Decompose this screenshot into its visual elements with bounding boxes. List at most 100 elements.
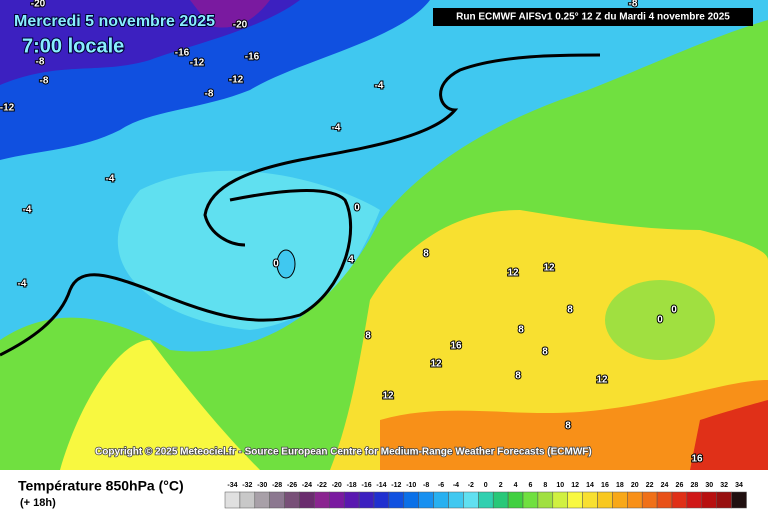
scale-label: 30 — [705, 482, 713, 489]
contour-label: 0 — [354, 203, 360, 214]
scale-label: -30 — [257, 482, 267, 489]
run-info: Run ECMWF AIFSv1 0.25° 12 Z du Mardi 4 n… — [456, 12, 730, 23]
contour-label: -4 — [332, 123, 341, 134]
scale-swatch — [448, 491, 464, 509]
green-region — [605, 280, 715, 360]
scale-swatch — [314, 491, 330, 509]
scale-swatch — [358, 491, 375, 509]
scale-label: 4 — [514, 482, 518, 489]
contour-label: 12 — [430, 359, 442, 370]
contour-label: -8 — [629, 0, 638, 10]
contour-label: 8 — [423, 249, 429, 260]
scale-label: 16 — [601, 482, 609, 489]
scale-label: -28 — [272, 482, 282, 489]
scale-swatch — [567, 491, 583, 509]
scale-label: -10 — [406, 482, 416, 489]
contour-label: 16 — [450, 341, 462, 352]
scale-swatch — [597, 491, 613, 509]
scale-swatch — [299, 491, 315, 509]
hot-region — [380, 380, 768, 470]
scale-label: 2 — [499, 482, 503, 489]
contour-label: 8 — [542, 347, 548, 358]
contour-label: -4 — [23, 205, 32, 216]
contour-label: 12 — [543, 263, 555, 274]
contour-label: -20 — [233, 20, 248, 31]
scale-label: -26 — [287, 482, 297, 489]
contour-label: 12 — [596, 375, 608, 386]
scale-swatch — [343, 491, 360, 509]
footer-lead: (+ 18h) — [20, 497, 56, 509]
scale-label: -4 — [453, 482, 459, 489]
scale-label: -6 — [438, 482, 444, 489]
scale-swatch — [552, 491, 568, 509]
scale-label: -18 — [347, 482, 357, 489]
contour-label: 12 — [507, 268, 519, 279]
scale-label: 10 — [556, 482, 564, 489]
scale-swatch — [627, 491, 643, 509]
contour-label: 16 — [691, 454, 703, 465]
scale-label: -14 — [376, 482, 386, 489]
contour-label: -4 — [375, 81, 384, 92]
scale-swatch — [686, 491, 703, 509]
contour-label: 4 — [348, 255, 354, 266]
scale-label: 32 — [720, 482, 728, 489]
scale-label: 14 — [586, 482, 594, 489]
scale-label: 24 — [661, 482, 669, 489]
scale-label: -32 — [242, 482, 252, 489]
scale-label: 26 — [676, 482, 684, 489]
scale-swatch — [329, 491, 345, 509]
scale-swatch — [254, 491, 270, 509]
contour-label: 8 — [365, 331, 371, 342]
scale-swatch — [641, 491, 658, 509]
scale-label: -12 — [391, 482, 401, 489]
scale-swatch — [716, 491, 732, 509]
scale-swatch — [269, 491, 285, 509]
cold-region — [190, 0, 270, 28]
contour-label: 0 — [273, 259, 279, 270]
scale-swatch — [463, 491, 479, 509]
mild-region — [117, 170, 380, 330]
scale-swatch — [582, 491, 598, 509]
scale-swatch — [239, 491, 256, 509]
scale-label: -20 — [332, 482, 342, 489]
zero-isotherm — [0, 189, 353, 357]
contour-label: 8 — [515, 371, 521, 382]
scale-swatch — [671, 491, 688, 509]
copyright: Copyright © 2025 Meteociel.fr - Source E… — [95, 447, 592, 458]
scale-swatch — [656, 491, 673, 509]
scale-swatch — [537, 491, 554, 509]
contour-label: 12 — [382, 391, 394, 402]
scale-label: -16 — [361, 482, 371, 489]
scale-label: -24 — [302, 482, 312, 489]
scale-label: -34 — [227, 482, 237, 489]
contour-label: 0 — [657, 315, 663, 326]
contour-label: 8 — [518, 325, 524, 336]
contour-label: -8 — [205, 89, 214, 100]
scale-swatch — [507, 491, 524, 509]
scale-swatch — [373, 491, 390, 509]
zero-isotherm — [203, 53, 601, 247]
contour-label: -12 — [229, 75, 244, 86]
scale-swatch — [522, 491, 539, 509]
scale-label: 0 — [484, 482, 488, 489]
contour-label: -20 — [31, 0, 46, 10]
scale-label: 20 — [631, 482, 639, 489]
contour-label: -12 — [190, 58, 205, 69]
footer-title: Température 850hPa (°C) — [18, 478, 184, 494]
scale-swatch — [418, 491, 434, 509]
contour-label: -16 — [175, 48, 190, 59]
scale-label: 28 — [690, 482, 698, 489]
scale-swatch — [701, 491, 717, 509]
scale-label: 6 — [528, 482, 532, 489]
scale-swatch — [492, 491, 509, 509]
scale-swatch — [403, 491, 419, 509]
scale-label: 18 — [616, 482, 624, 489]
scale-label: 12 — [571, 482, 579, 489]
contour-label: 0 — [671, 305, 677, 316]
scale-swatch — [224, 491, 241, 509]
scale-swatch — [731, 491, 747, 509]
contour-label: 8 — [567, 305, 573, 316]
scale-swatch — [478, 491, 494, 509]
